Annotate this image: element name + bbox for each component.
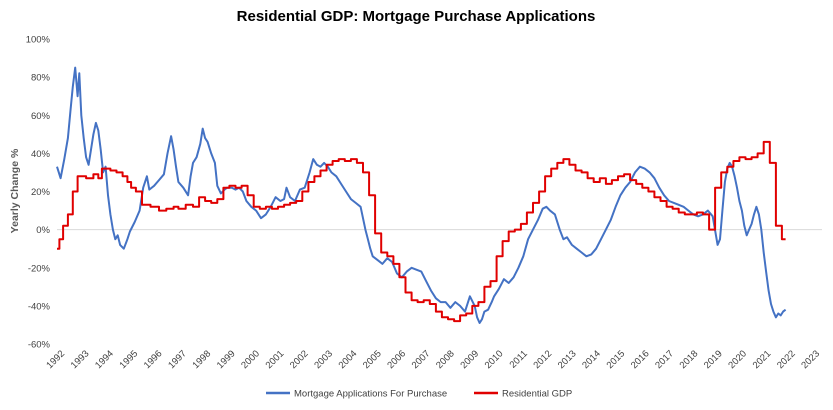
series-lines: [56, 66, 787, 324]
x-tick-label: 1994: [93, 348, 116, 371]
x-tick-label: 2006: [385, 348, 408, 371]
x-tick-label: 2017: [653, 348, 676, 371]
x-tick-label: 2016: [629, 348, 652, 371]
x-tick-label: 1993: [69, 348, 92, 371]
x-tick-label: 2020: [726, 348, 749, 371]
x-tick-label: 2008: [434, 348, 457, 371]
x-tick-label: 2009: [458, 348, 481, 371]
series-line-residential-gdp: [57, 140, 786, 323]
x-tick-label: 2010: [483, 348, 506, 371]
x-tick-label: 1997: [166, 348, 189, 371]
x-tick-label: 2021: [751, 348, 774, 371]
x-tick-label: 2005: [361, 348, 384, 371]
y-tick-label: 20%: [31, 187, 51, 198]
x-axis-ticks: 1992 1993 1994 1995 1996 1997 1998 1999 2000 2001…: [44, 348, 822, 371]
x-tick-label: 2000: [239, 348, 262, 371]
y-axis-label: Yearly Change %: [9, 148, 21, 233]
x-tick-label: 2023: [799, 348, 822, 371]
y-tick-label: -60%: [28, 340, 51, 351]
legend-label-residential-gdp: Residential GDP: [502, 389, 572, 400]
x-tick-label: 1999: [215, 348, 238, 371]
x-tick-label: 2014: [580, 348, 603, 371]
x-tick-label: 2001: [264, 348, 287, 371]
y-axis-ticks: -60% -40% -20% 0% 20% 40% 60% 80% 100%: [26, 35, 51, 351]
x-tick-label: 2012: [531, 348, 554, 371]
y-tick-label: -40%: [28, 301, 51, 312]
legend-label-mortgage-applications: Mortgage Applications For Purchase: [294, 389, 447, 400]
x-tick-label: 2019: [702, 348, 725, 371]
chart-title: Residential GDP: Mortgage Purchase Appli…: [237, 8, 596, 25]
y-tick-label: 80%: [31, 73, 51, 84]
x-tick-label: 2003: [312, 348, 335, 371]
x-tick-label: 2011: [508, 348, 530, 370]
x-tick-label: 2002: [288, 348, 311, 371]
x-tick-label: 1995: [117, 348, 140, 371]
x-tick-label: 1996: [142, 348, 165, 371]
x-tick-label: 2004: [337, 348, 360, 371]
y-tick-label: -20%: [28, 263, 51, 274]
legend: Mortgage Applications For Purchase Resid…: [266, 389, 572, 400]
x-tick-label: 2015: [605, 348, 628, 371]
y-tick-label: 60%: [31, 111, 51, 122]
y-tick-label: 0%: [36, 225, 50, 236]
x-tick-label: 1992: [44, 348, 67, 371]
x-tick-label: 2022: [775, 348, 798, 371]
x-tick-label: 2013: [556, 348, 579, 371]
series-line-mortgage-applications: [56, 66, 787, 324]
y-tick-label: 100%: [26, 35, 51, 46]
x-tick-label: 2007: [410, 348, 433, 371]
y-tick-label: 40%: [31, 149, 51, 160]
x-tick-label: 1998: [191, 348, 214, 371]
x-tick-label: 2018: [678, 348, 701, 371]
